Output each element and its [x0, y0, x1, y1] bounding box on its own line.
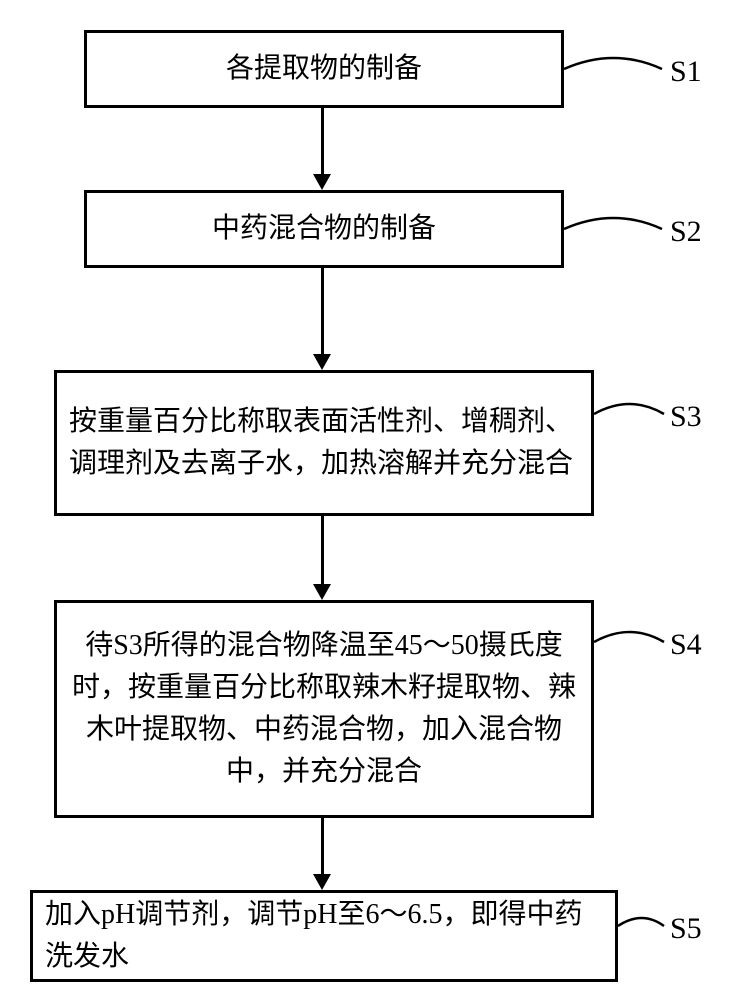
- step-s4-text: 待S3所得的混合物降温至45～50摄氏度时，按重量百分比称取辣木籽提取物、辣木叶…: [69, 625, 579, 793]
- step-s5-box: 加入pH调节剂，调节pH至6～6.5，即得中药洗发水: [30, 890, 618, 982]
- step-s1-text: 各提取物的制备: [226, 48, 422, 90]
- step-s2-box: 中药混合物的制备: [84, 190, 564, 268]
- step-s5-text: 加入pH调节剂，调节pH至6～6.5，即得中药洗发水: [45, 894, 603, 978]
- label-s1-text: S1: [670, 55, 702, 88]
- arrow-s2-s3-line: [321, 268, 324, 354]
- label-s1: S1: [670, 55, 702, 89]
- step-s4-box: 待S3所得的混合物降温至45～50摄氏度时，按重量百分比称取辣木籽提取物、辣木叶…: [54, 600, 594, 818]
- connector-s5: [618, 906, 666, 946]
- label-s4-text: S4: [670, 628, 702, 661]
- arrow-s4-s5-line: [321, 818, 324, 874]
- arrow-s1-s2-line: [321, 108, 324, 174]
- label-s2: S2: [670, 215, 702, 249]
- label-s4: S4: [670, 628, 702, 662]
- label-s2-text: S2: [670, 215, 702, 248]
- step-s3-text: 按重量百分比称取表面活性剂、增稠剂、调理剂及去离子水，加热溶解并充分混合: [69, 401, 579, 485]
- step-s1-box: 各提取物的制备: [84, 30, 564, 108]
- connector-s1: [564, 49, 664, 89]
- arrow-s4-s5-head: [313, 874, 331, 890]
- arrow-s3-s4-line: [321, 516, 324, 584]
- label-s3: S3: [670, 400, 702, 434]
- arrow-s1-s2-head: [313, 174, 331, 190]
- arrow-s2-s3-head: [313, 354, 331, 370]
- label-s5: S5: [670, 912, 702, 946]
- step-s2-text: 中药混合物的制备: [212, 208, 436, 250]
- step-s3-box: 按重量百分比称取表面活性剂、增稠剂、调理剂及去离子水，加热溶解并充分混合: [54, 370, 594, 516]
- connector-s2: [564, 209, 664, 249]
- connector-s3: [594, 394, 666, 434]
- label-s5-text: S5: [670, 912, 702, 945]
- arrow-s3-s4-head: [313, 584, 331, 600]
- label-s3-text: S3: [670, 400, 702, 433]
- connector-s4: [594, 622, 666, 662]
- flowchart-canvas: 各提取物的制备 S1 中药混合物的制备 S2 按重量百分比称取表面活性剂、增稠剂…: [0, 0, 734, 1000]
